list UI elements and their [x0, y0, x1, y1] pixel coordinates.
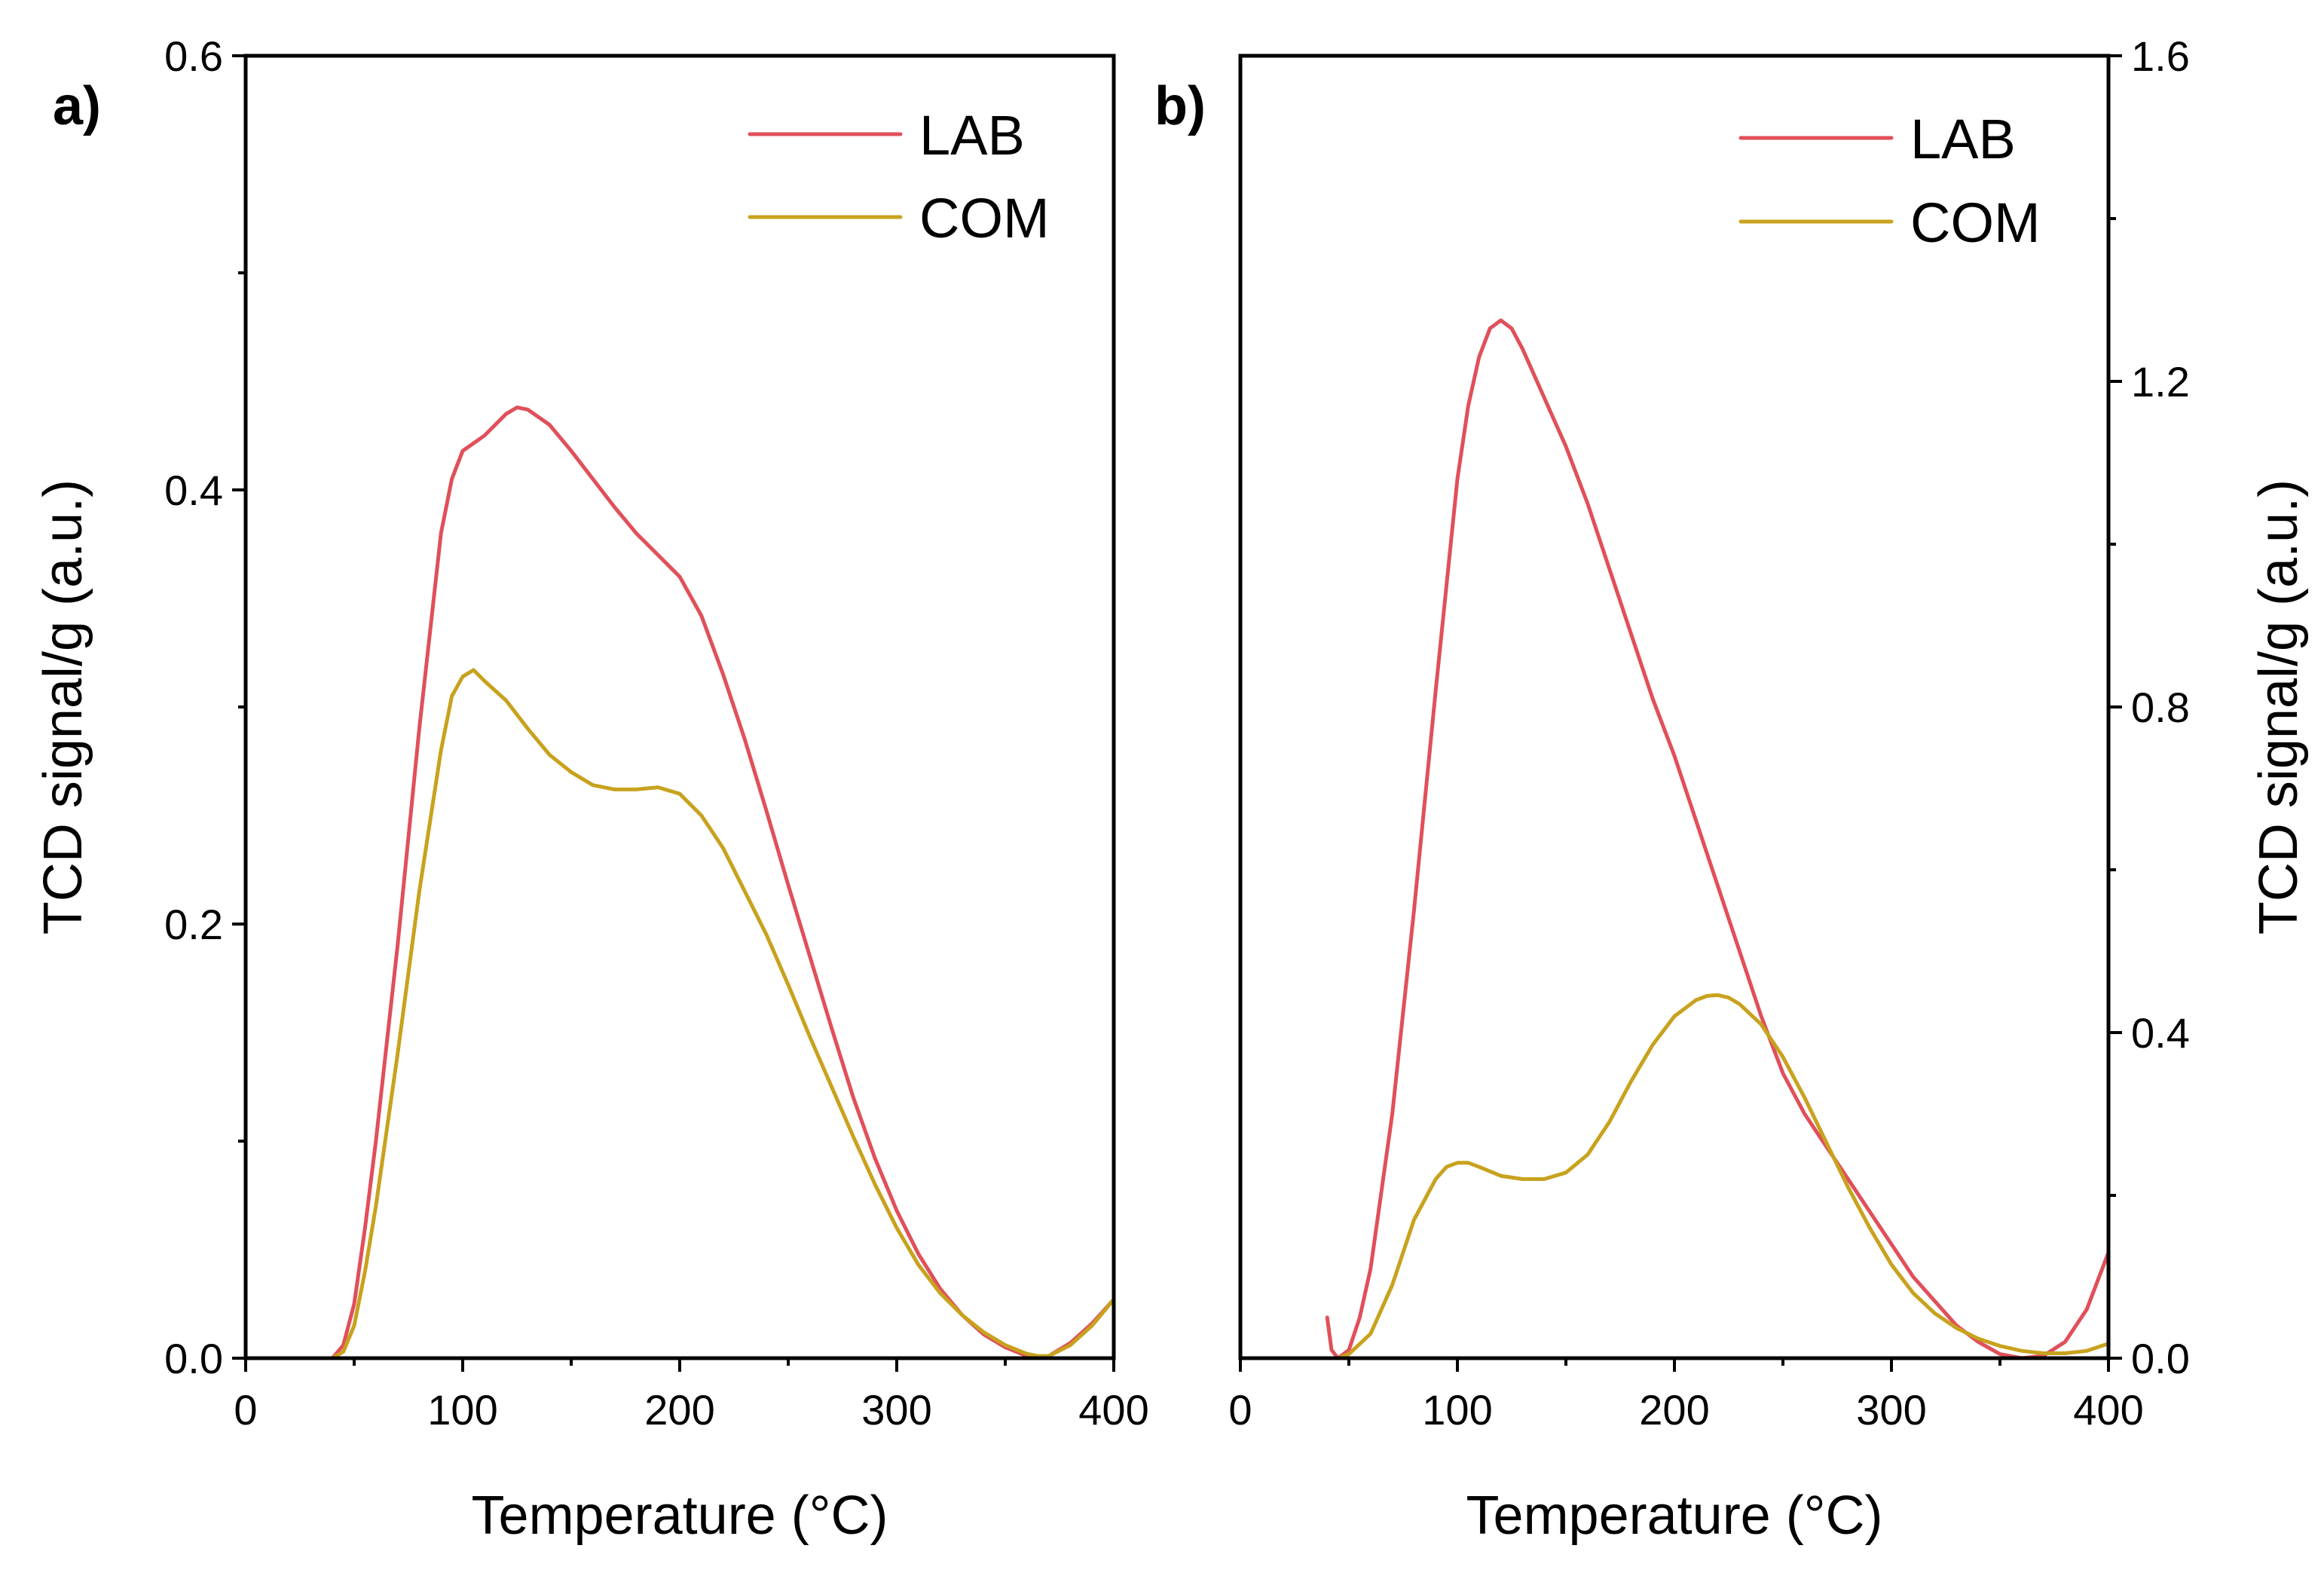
panel-b-y-tick-label: 0.8 [2131, 684, 2190, 731]
panel-a-series-com-line [330, 668, 1116, 1360]
panel-b-series-com-line [1325, 993, 2111, 1360]
panel-b-series-lab-line [1325, 318, 2111, 1360]
panel-a-y-tick-label: 0.4 [164, 467, 223, 514]
panel-b-label: b) [1154, 76, 1206, 136]
panel-a-legend: LAB COM [748, 104, 1050, 249]
panel-a-x-tick-label: 200 [644, 1386, 714, 1434]
panel-a-y-tick-label: 0.0 [164, 1335, 223, 1382]
panel-a-plot-frame [243, 54, 1116, 1360]
panel-b-x-tick-label: 400 [2073, 1386, 2143, 1434]
panel-a-y-tick-label: 0.6 [164, 32, 223, 80]
panel-a-legend-com-label: COM [919, 187, 1050, 249]
panel-a-x-axis-title: Temperature (°C) [472, 1486, 888, 1546]
panel-a-series-lab-line [330, 405, 1116, 1360]
panel-a-ticks: 0 100 200 300 400 0.0 0.2 0.4 0.6 [164, 32, 1149, 1434]
panel-b-plot-frame [1238, 54, 2111, 1360]
panel-b-legend: LAB COM [1738, 108, 2041, 254]
panel-b-x-axis-title: Temperature (°C) [1466, 1486, 1883, 1546]
panel-b-legend-com-label: COM [1910, 191, 2041, 254]
panel-a-y-tick-label: 0.2 [164, 901, 223, 948]
panel-b-x-tick-label: 100 [1422, 1386, 1492, 1434]
panel-b-y-tick-label: 1.6 [2131, 32, 2190, 80]
panel-b-y-tick-label: 1.2 [2131, 358, 2190, 405]
panel-a-series [330, 405, 1116, 1360]
panel-a-x-tick-label: 0 [234, 1386, 257, 1434]
panel-b-y-tick-label: 0.0 [2131, 1335, 2190, 1382]
panel-b-y-axis-title: TCD signal/g (a.u.) [2249, 479, 2309, 935]
panel-a-x-tick-label: 300 [861, 1386, 931, 1434]
panel-b-y-tick-label: 0.4 [2131, 1009, 2190, 1057]
panel-b-x-tick-label: 200 [1639, 1386, 1709, 1434]
panel-a-x-tick-label: 400 [1078, 1386, 1148, 1434]
chart-panel-a: a) 0 100 200 300 400 0.0 0.2 0.4 0.6 Temperature… [33, 32, 1149, 1546]
panel-a-legend-lab-label: LAB [919, 104, 1025, 167]
panel-a-label: a) [53, 76, 101, 136]
panel-b-x-tick-label: 300 [1856, 1386, 1926, 1434]
panel-a-y-axis-title: TCD signal/g (a.u.) [33, 479, 93, 935]
panel-b-legend-lab-label: LAB [1910, 108, 2016, 170]
panel-a-x-tick-label: 100 [427, 1386, 497, 1434]
panel-b-x-tick-label: 0 [1228, 1386, 1252, 1434]
panel-b-series [1325, 318, 2111, 1360]
